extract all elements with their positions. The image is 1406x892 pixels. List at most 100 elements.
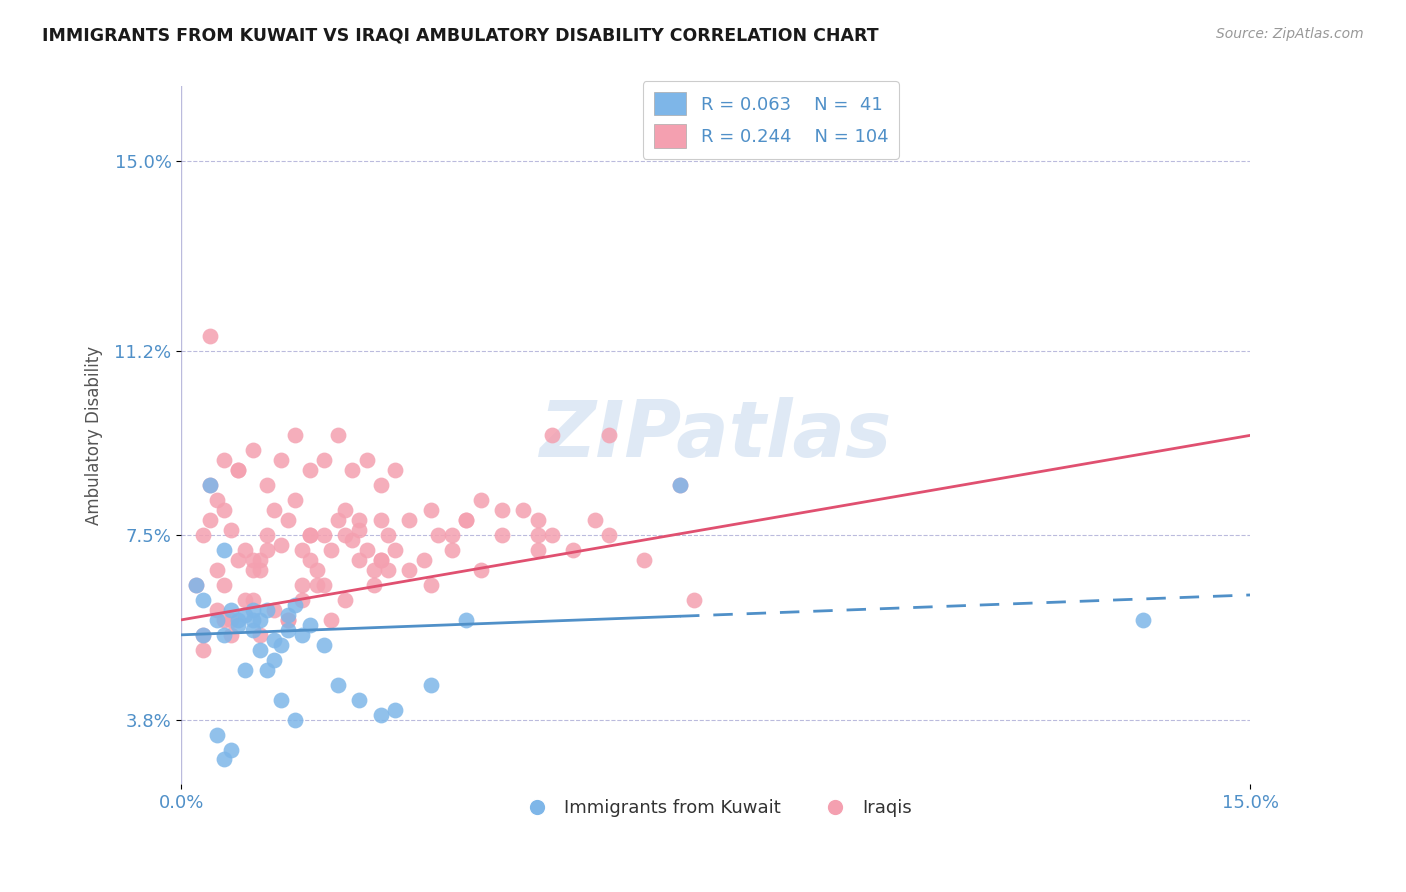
Point — [370, 478, 392, 492]
Point — [562, 543, 585, 558]
Point — [191, 628, 214, 642]
Point — [249, 642, 271, 657]
Point — [398, 563, 420, 577]
Point — [333, 528, 356, 542]
Point — [256, 663, 278, 677]
Point — [212, 613, 235, 627]
Point — [356, 453, 378, 467]
Point — [312, 528, 335, 542]
Point — [198, 478, 221, 492]
Point — [242, 443, 264, 458]
Point — [419, 578, 441, 592]
Point — [291, 543, 314, 558]
Point — [242, 613, 264, 627]
Point — [363, 578, 385, 592]
Point — [235, 593, 257, 607]
Point — [319, 543, 342, 558]
Point — [1132, 613, 1154, 627]
Point — [526, 528, 548, 542]
Point — [249, 563, 271, 577]
Point — [242, 553, 264, 567]
Point — [212, 453, 235, 467]
Point — [242, 623, 264, 637]
Legend: Immigrants from Kuwait, Iraqis: Immigrants from Kuwait, Iraqis — [512, 792, 920, 824]
Point — [242, 563, 264, 577]
Point — [470, 493, 492, 508]
Point — [363, 563, 385, 577]
Point — [284, 598, 307, 612]
Point — [291, 578, 314, 592]
Point — [370, 513, 392, 527]
Point — [298, 553, 321, 567]
Point — [205, 563, 228, 577]
Point — [370, 553, 392, 567]
Point — [235, 543, 257, 558]
Point — [312, 578, 335, 592]
Point — [256, 478, 278, 492]
Point — [349, 523, 371, 537]
Point — [263, 632, 285, 647]
Point — [226, 463, 249, 477]
Point — [440, 528, 463, 542]
Point — [470, 563, 492, 577]
Point — [184, 578, 207, 592]
Point — [226, 463, 249, 477]
Point — [219, 742, 242, 756]
Point — [284, 493, 307, 508]
Point — [242, 593, 264, 607]
Point — [526, 543, 548, 558]
Point — [384, 543, 406, 558]
Point — [212, 578, 235, 592]
Point — [384, 463, 406, 477]
Point — [370, 553, 392, 567]
Point — [291, 628, 314, 642]
Point — [284, 713, 307, 727]
Point — [256, 603, 278, 617]
Point — [263, 503, 285, 517]
Point — [226, 613, 249, 627]
Point — [277, 613, 299, 627]
Point — [191, 528, 214, 542]
Point — [349, 553, 371, 567]
Point — [384, 703, 406, 717]
Point — [312, 453, 335, 467]
Point — [370, 707, 392, 722]
Point — [205, 613, 228, 627]
Point — [205, 728, 228, 742]
Point — [212, 628, 235, 642]
Point — [198, 478, 221, 492]
Point — [377, 528, 399, 542]
Point — [540, 428, 562, 442]
Point — [333, 503, 356, 517]
Point — [683, 593, 706, 607]
Point — [491, 528, 513, 542]
Point — [256, 543, 278, 558]
Point — [319, 613, 342, 627]
Point — [540, 528, 562, 542]
Point — [583, 513, 606, 527]
Point — [669, 478, 692, 492]
Point — [512, 503, 534, 517]
Point — [277, 513, 299, 527]
Point — [356, 543, 378, 558]
Point — [270, 453, 292, 467]
Point — [419, 678, 441, 692]
Point — [219, 628, 242, 642]
Point — [212, 503, 235, 517]
Point — [312, 638, 335, 652]
Point — [669, 478, 692, 492]
Point — [191, 642, 214, 657]
Point — [440, 543, 463, 558]
Point — [198, 328, 221, 343]
Point — [184, 578, 207, 592]
Point — [277, 623, 299, 637]
Point — [191, 593, 214, 607]
Point — [205, 603, 228, 617]
Point — [342, 533, 364, 547]
Point — [398, 513, 420, 527]
Point — [219, 603, 242, 617]
Point — [298, 618, 321, 632]
Point — [235, 607, 257, 622]
Point — [249, 628, 271, 642]
Point — [349, 513, 371, 527]
